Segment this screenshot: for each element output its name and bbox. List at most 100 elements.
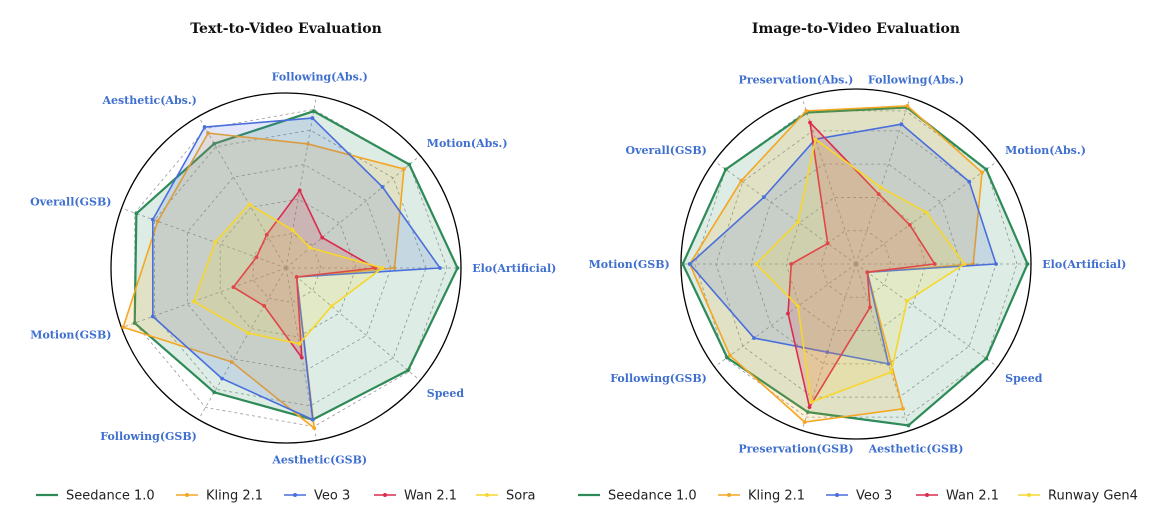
axis-label: Preservation(GSB) xyxy=(738,443,853,456)
data-point xyxy=(150,314,155,319)
legend-item: Seedance 1.0 xyxy=(578,489,697,504)
axis-label: Following(Abs.) xyxy=(272,71,368,84)
axis-label: Overall(GSB) xyxy=(30,196,111,209)
series-polygon xyxy=(151,117,441,421)
data-point xyxy=(264,232,269,237)
series-kling-2-1 xyxy=(687,103,984,425)
legend-item: Wan 2.1 xyxy=(916,489,999,504)
data-point xyxy=(312,426,317,431)
data-point xyxy=(728,353,732,358)
data-point xyxy=(305,142,310,146)
data-point xyxy=(878,185,883,190)
data-point xyxy=(150,217,155,222)
series-seedance-1-0 xyxy=(132,109,460,422)
axis-label: Aesthetic(Abs.) xyxy=(101,94,196,107)
series-wan-2-1 xyxy=(786,120,937,410)
chart-title: Text-to-Video Evaluation xyxy=(190,21,382,37)
data-point xyxy=(262,303,267,308)
data-point xyxy=(231,285,236,290)
legend-label: Runway Gen4 xyxy=(1048,489,1138,504)
legend-label: Seedance 1.0 xyxy=(66,489,155,504)
data-point xyxy=(762,195,766,200)
legend-marker xyxy=(1027,493,1031,497)
data-point xyxy=(786,311,790,316)
grid-spoke xyxy=(855,160,998,265)
legend-marker xyxy=(485,493,489,497)
axis-label: Elo(Artificial) xyxy=(1042,258,1126,271)
data-point xyxy=(212,390,217,395)
axis-labels: Elo(Artificial) Motion(Abs.) Following(Abs… xyxy=(30,71,556,467)
series-veo-3 xyxy=(150,116,442,422)
axis-label: Overall(GSB) xyxy=(626,144,707,157)
series-runway-gen4 xyxy=(754,137,967,405)
data-point xyxy=(809,400,814,405)
data-point xyxy=(311,109,316,114)
legend-item: Kling 2.1 xyxy=(176,489,263,504)
data-point xyxy=(680,262,685,266)
data-point xyxy=(807,405,812,410)
data-point xyxy=(438,266,442,270)
legend-item: Runway Gen4 xyxy=(1018,489,1138,504)
data-point xyxy=(299,355,304,360)
data-point xyxy=(155,219,160,224)
axis-label: Following(Abs.) xyxy=(868,73,964,86)
data-point xyxy=(121,325,126,330)
data-point xyxy=(739,178,744,183)
grid-spoke xyxy=(714,263,857,368)
grid-spoke xyxy=(285,95,317,269)
axis-label: Following(GSB) xyxy=(100,430,197,443)
text-to-video-radar: Text-to-Video Evaluation Elo(Artificial)… xyxy=(30,21,556,466)
legend-label: Sora xyxy=(506,489,536,504)
data-point xyxy=(796,219,800,224)
series-wan-2-1 xyxy=(231,188,378,360)
axis-label: Motion(Abs.) xyxy=(427,137,508,150)
data-point xyxy=(789,262,794,266)
data-point xyxy=(329,304,334,309)
grid-spoke xyxy=(198,116,287,269)
axis-label: Aesthetic(GSB) xyxy=(868,443,964,456)
data-point xyxy=(804,108,809,113)
legend-label: Veo 3 xyxy=(314,489,350,504)
data-point xyxy=(229,360,234,364)
legend-text-to-video: Seedance 1.0 Kling 2.1 Veo 3 Wan 2.1 Sora xyxy=(36,489,536,504)
legend-marker xyxy=(925,493,929,497)
axis-label: Motion(Abs.) xyxy=(1005,144,1086,157)
data-point xyxy=(132,321,137,325)
data-point xyxy=(802,420,807,425)
data-point xyxy=(380,266,385,270)
axis-label: Motion(GSB) xyxy=(589,258,670,271)
grid-spoke xyxy=(121,267,287,329)
data-point xyxy=(1025,262,1030,266)
axis-label: Following(GSB) xyxy=(610,372,707,385)
legend-marker xyxy=(383,493,387,497)
data-point xyxy=(905,299,909,303)
legend-label: Kling 2.1 xyxy=(748,489,805,504)
data-point xyxy=(899,122,904,127)
data-point xyxy=(825,350,830,355)
data-point xyxy=(310,116,315,120)
data-point xyxy=(932,262,937,266)
grid-spoke xyxy=(285,155,421,269)
data-point xyxy=(924,210,929,215)
grid-spoke xyxy=(714,160,857,265)
legend-item: Seedance 1.0 xyxy=(36,489,155,504)
data-point xyxy=(206,131,211,136)
data-point xyxy=(310,417,315,422)
data-point xyxy=(962,262,967,266)
data-point xyxy=(805,410,810,415)
data-point xyxy=(725,355,730,360)
data-point xyxy=(889,370,894,375)
data-point xyxy=(455,266,460,270)
grid-spoke xyxy=(198,267,287,420)
data-point xyxy=(320,235,325,240)
data-point xyxy=(247,202,252,207)
legend-label: Kling 2.1 xyxy=(206,489,263,504)
legend-item: Veo 3 xyxy=(826,489,892,504)
axis-label: Speed xyxy=(1005,372,1043,385)
data-point xyxy=(808,120,812,125)
grid-ring xyxy=(694,110,1018,418)
image-to-video-radar: Image-to-Video Evaluation Elo(Artificial… xyxy=(589,21,1127,456)
series-polygon xyxy=(193,203,384,345)
outer-circle xyxy=(110,92,462,444)
legend-item: Veo 3 xyxy=(284,489,350,504)
